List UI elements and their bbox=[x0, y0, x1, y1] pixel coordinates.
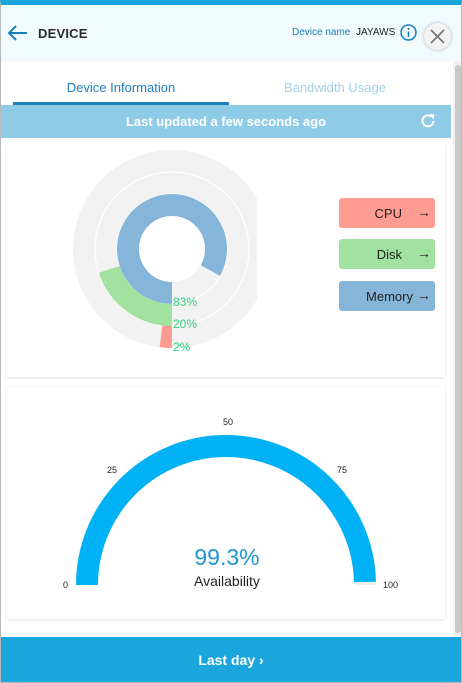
page-title: DEVICE bbox=[38, 26, 88, 41]
scrollbar-thumb[interactable] bbox=[455, 65, 461, 633]
gauge-tick-100: 100 bbox=[383, 580, 399, 590]
close-icon bbox=[430, 29, 445, 44]
arrow-left-icon bbox=[7, 25, 27, 41]
last-day-button[interactable]: Last day › bbox=[1, 637, 461, 682]
last-day-label: Last day bbox=[198, 652, 256, 668]
gauge-fill bbox=[76, 435, 376, 586]
last-updated-text: Last updated a few seconds ago bbox=[125, 114, 327, 129]
info-icon[interactable] bbox=[400, 24, 417, 41]
device-name-label: Device name bbox=[292, 27, 351, 38]
ring-arc-memory bbox=[117, 194, 227, 304]
refresh-icon[interactable] bbox=[419, 112, 437, 130]
memory-percent-label: 83% bbox=[173, 295, 198, 309]
close-button[interactable] bbox=[424, 23, 451, 50]
resource-usage-card: 83% 20% 2% CPU → Disk → Memory → bbox=[7, 143, 445, 377]
gauge-tick-0: 0 bbox=[63, 580, 69, 590]
disk-percent-label: 20% bbox=[173, 317, 198, 331]
availability-card: 0 25 50 75 100 99.3% Availability bbox=[7, 387, 445, 619]
tab-bandwidth-usage[interactable]: Bandwidth Usage bbox=[284, 80, 386, 95]
device-name-value: JAYAWS bbox=[356, 27, 396, 38]
gauge-tick-50: 50 bbox=[223, 417, 234, 427]
arrow-right-icon: → bbox=[417, 287, 431, 303]
gauge-tick-75: 75 bbox=[337, 465, 348, 475]
availability-label: Availability bbox=[194, 573, 260, 589]
cpu-button[interactable]: CPU → bbox=[339, 198, 435, 228]
availability-gauge bbox=[76, 435, 376, 586]
cpu-button-label: CPU bbox=[374, 206, 402, 221]
arrow-right-icon: → bbox=[417, 245, 431, 261]
ring-arc-disk bbox=[95, 172, 249, 326]
header: DEVICE Device name JAYAWS bbox=[1, 5, 461, 61]
cpu-percent-label: 2% bbox=[173, 340, 191, 354]
ring-arc-cpu bbox=[73, 150, 257, 348]
arrow-right-icon: → bbox=[417, 204, 431, 220]
disk-button-label: Disk bbox=[376, 247, 402, 262]
gauge-tick-25: 25 bbox=[107, 465, 118, 475]
resource-usage-chart bbox=[73, 150, 257, 348]
memory-button[interactable]: Memory → bbox=[339, 281, 435, 311]
tab-device-information[interactable]: Device Information bbox=[13, 71, 229, 105]
tab-bar: Device Information Bandwidth Usage bbox=[1, 71, 451, 105]
availability-value: 99.3% bbox=[194, 544, 260, 570]
chevron-right-icon: › bbox=[259, 652, 264, 668]
back-button[interactable] bbox=[7, 23, 29, 43]
memory-button-label: Memory bbox=[366, 289, 413, 304]
disk-button[interactable]: Disk → bbox=[339, 239, 435, 269]
last-updated-bar: Last updated a few seconds ago bbox=[1, 105, 451, 138]
